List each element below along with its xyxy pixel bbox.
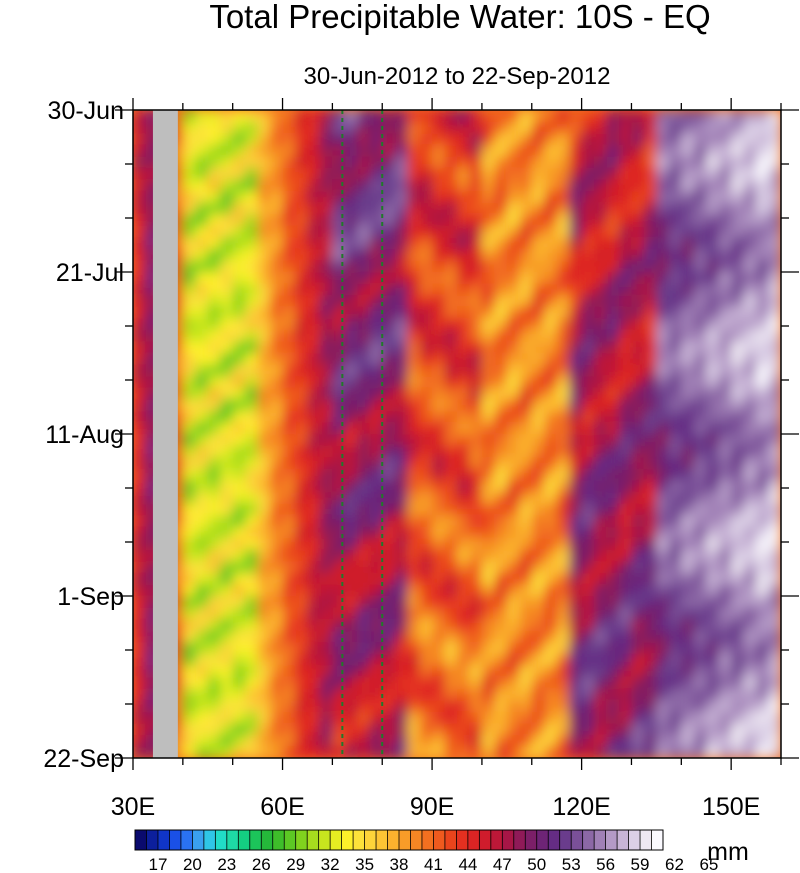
colorbar-swatch xyxy=(571,830,583,850)
colorbar-swatch xyxy=(204,830,216,850)
y-tick-label: 1-Sep xyxy=(57,583,124,611)
plot-area xyxy=(133,110,782,759)
colorbar-swatch xyxy=(192,830,204,850)
chart-title: Total Precipitable Water: 10S - EQ xyxy=(209,0,710,35)
y-tick-label: 11-Aug xyxy=(45,421,124,449)
colorbar-label: 26 xyxy=(252,855,271,873)
colorbar-label: 59 xyxy=(631,855,650,873)
colorbar-label: 17 xyxy=(149,855,168,873)
colorbar-swatch xyxy=(365,830,377,850)
colorbar-swatch xyxy=(594,830,606,850)
colorbar-swatch xyxy=(353,830,365,850)
colorbar-swatch xyxy=(261,830,273,850)
colorbar-swatch xyxy=(502,830,514,850)
field-shading xyxy=(133,110,782,759)
colorbar-swatch xyxy=(238,830,250,850)
colorbar-swatch xyxy=(135,830,147,850)
missing-data-band xyxy=(153,110,178,758)
colorbar-swatch xyxy=(560,830,572,850)
colorbar-swatch xyxy=(514,830,526,850)
colorbar-label: 41 xyxy=(424,855,443,873)
colorbar-swatch xyxy=(652,830,664,850)
colorbar-swatch xyxy=(445,830,457,850)
colorbar-swatch xyxy=(388,830,400,850)
colorbar-swatch xyxy=(525,830,537,850)
colorbar-swatch xyxy=(548,830,560,850)
colorbar-swatch xyxy=(537,830,549,850)
x-tick-label: 60E xyxy=(260,793,304,821)
colorbar-swatch xyxy=(410,830,422,850)
colorbar-swatch xyxy=(330,830,342,850)
x-tick-label: 30E xyxy=(111,793,155,821)
colorbar-swatch xyxy=(399,830,411,850)
colorbar-swatch xyxy=(307,830,319,850)
colorbar-label: 62 xyxy=(665,855,684,873)
colorbar-swatch xyxy=(250,830,262,850)
colorbar-swatch xyxy=(215,830,227,850)
y-tick-label: 30-Jun xyxy=(48,97,124,125)
chart-subtitle: 30-Jun-2012 to 22-Sep-2012 xyxy=(304,63,611,90)
colorbar-swatch xyxy=(606,830,618,850)
colorbar-swatch xyxy=(169,830,181,850)
colorbar-label: 20 xyxy=(183,855,202,873)
colorbar-swatch xyxy=(376,830,388,850)
colorbar-label: 23 xyxy=(217,855,236,873)
colorbar-swatch xyxy=(284,830,296,850)
colorbar-swatch xyxy=(629,830,641,850)
colorbar-label: 35 xyxy=(355,855,374,873)
x-tick-label: 150E xyxy=(702,793,760,821)
colorbar-swatch xyxy=(479,830,491,850)
colorbar-label: 44 xyxy=(458,855,477,873)
colorbar-label: 32 xyxy=(321,855,340,873)
colorbar-swatch xyxy=(422,830,434,850)
y-tick-label: 21-Jul xyxy=(56,259,124,287)
x-tick-label: 120E xyxy=(552,793,610,821)
colorbar-swatch xyxy=(640,830,652,850)
colorbar-swatch xyxy=(273,830,285,850)
colorbar-unit-label: mm xyxy=(707,838,749,866)
colorbar-label: 47 xyxy=(493,855,512,873)
colorbar-label: 38 xyxy=(390,855,409,873)
colorbar-label: 29 xyxy=(286,855,305,873)
colorbar-swatch xyxy=(181,830,193,850)
colorbar-swatch xyxy=(146,830,158,850)
x-tick-label: 90E xyxy=(410,793,454,821)
colorbar-swatch xyxy=(158,830,170,850)
colorbar-swatch xyxy=(468,830,480,850)
colorbar-swatch xyxy=(583,830,595,850)
colorbar-label: 53 xyxy=(562,855,581,873)
colorbar-swatch xyxy=(433,830,445,850)
colorbar-swatch xyxy=(319,830,331,850)
y-tick-label: 22-Sep xyxy=(43,745,124,773)
colorbar-swatch xyxy=(456,830,468,850)
colorbar-label: 56 xyxy=(596,855,615,873)
colorbar-swatch xyxy=(617,830,629,850)
colorbar-label: 50 xyxy=(527,855,546,873)
colorbar-swatch xyxy=(227,830,239,850)
colorbar-swatch xyxy=(342,830,354,850)
colorbar-swatch xyxy=(296,830,308,850)
colorbar-swatch xyxy=(491,830,503,850)
